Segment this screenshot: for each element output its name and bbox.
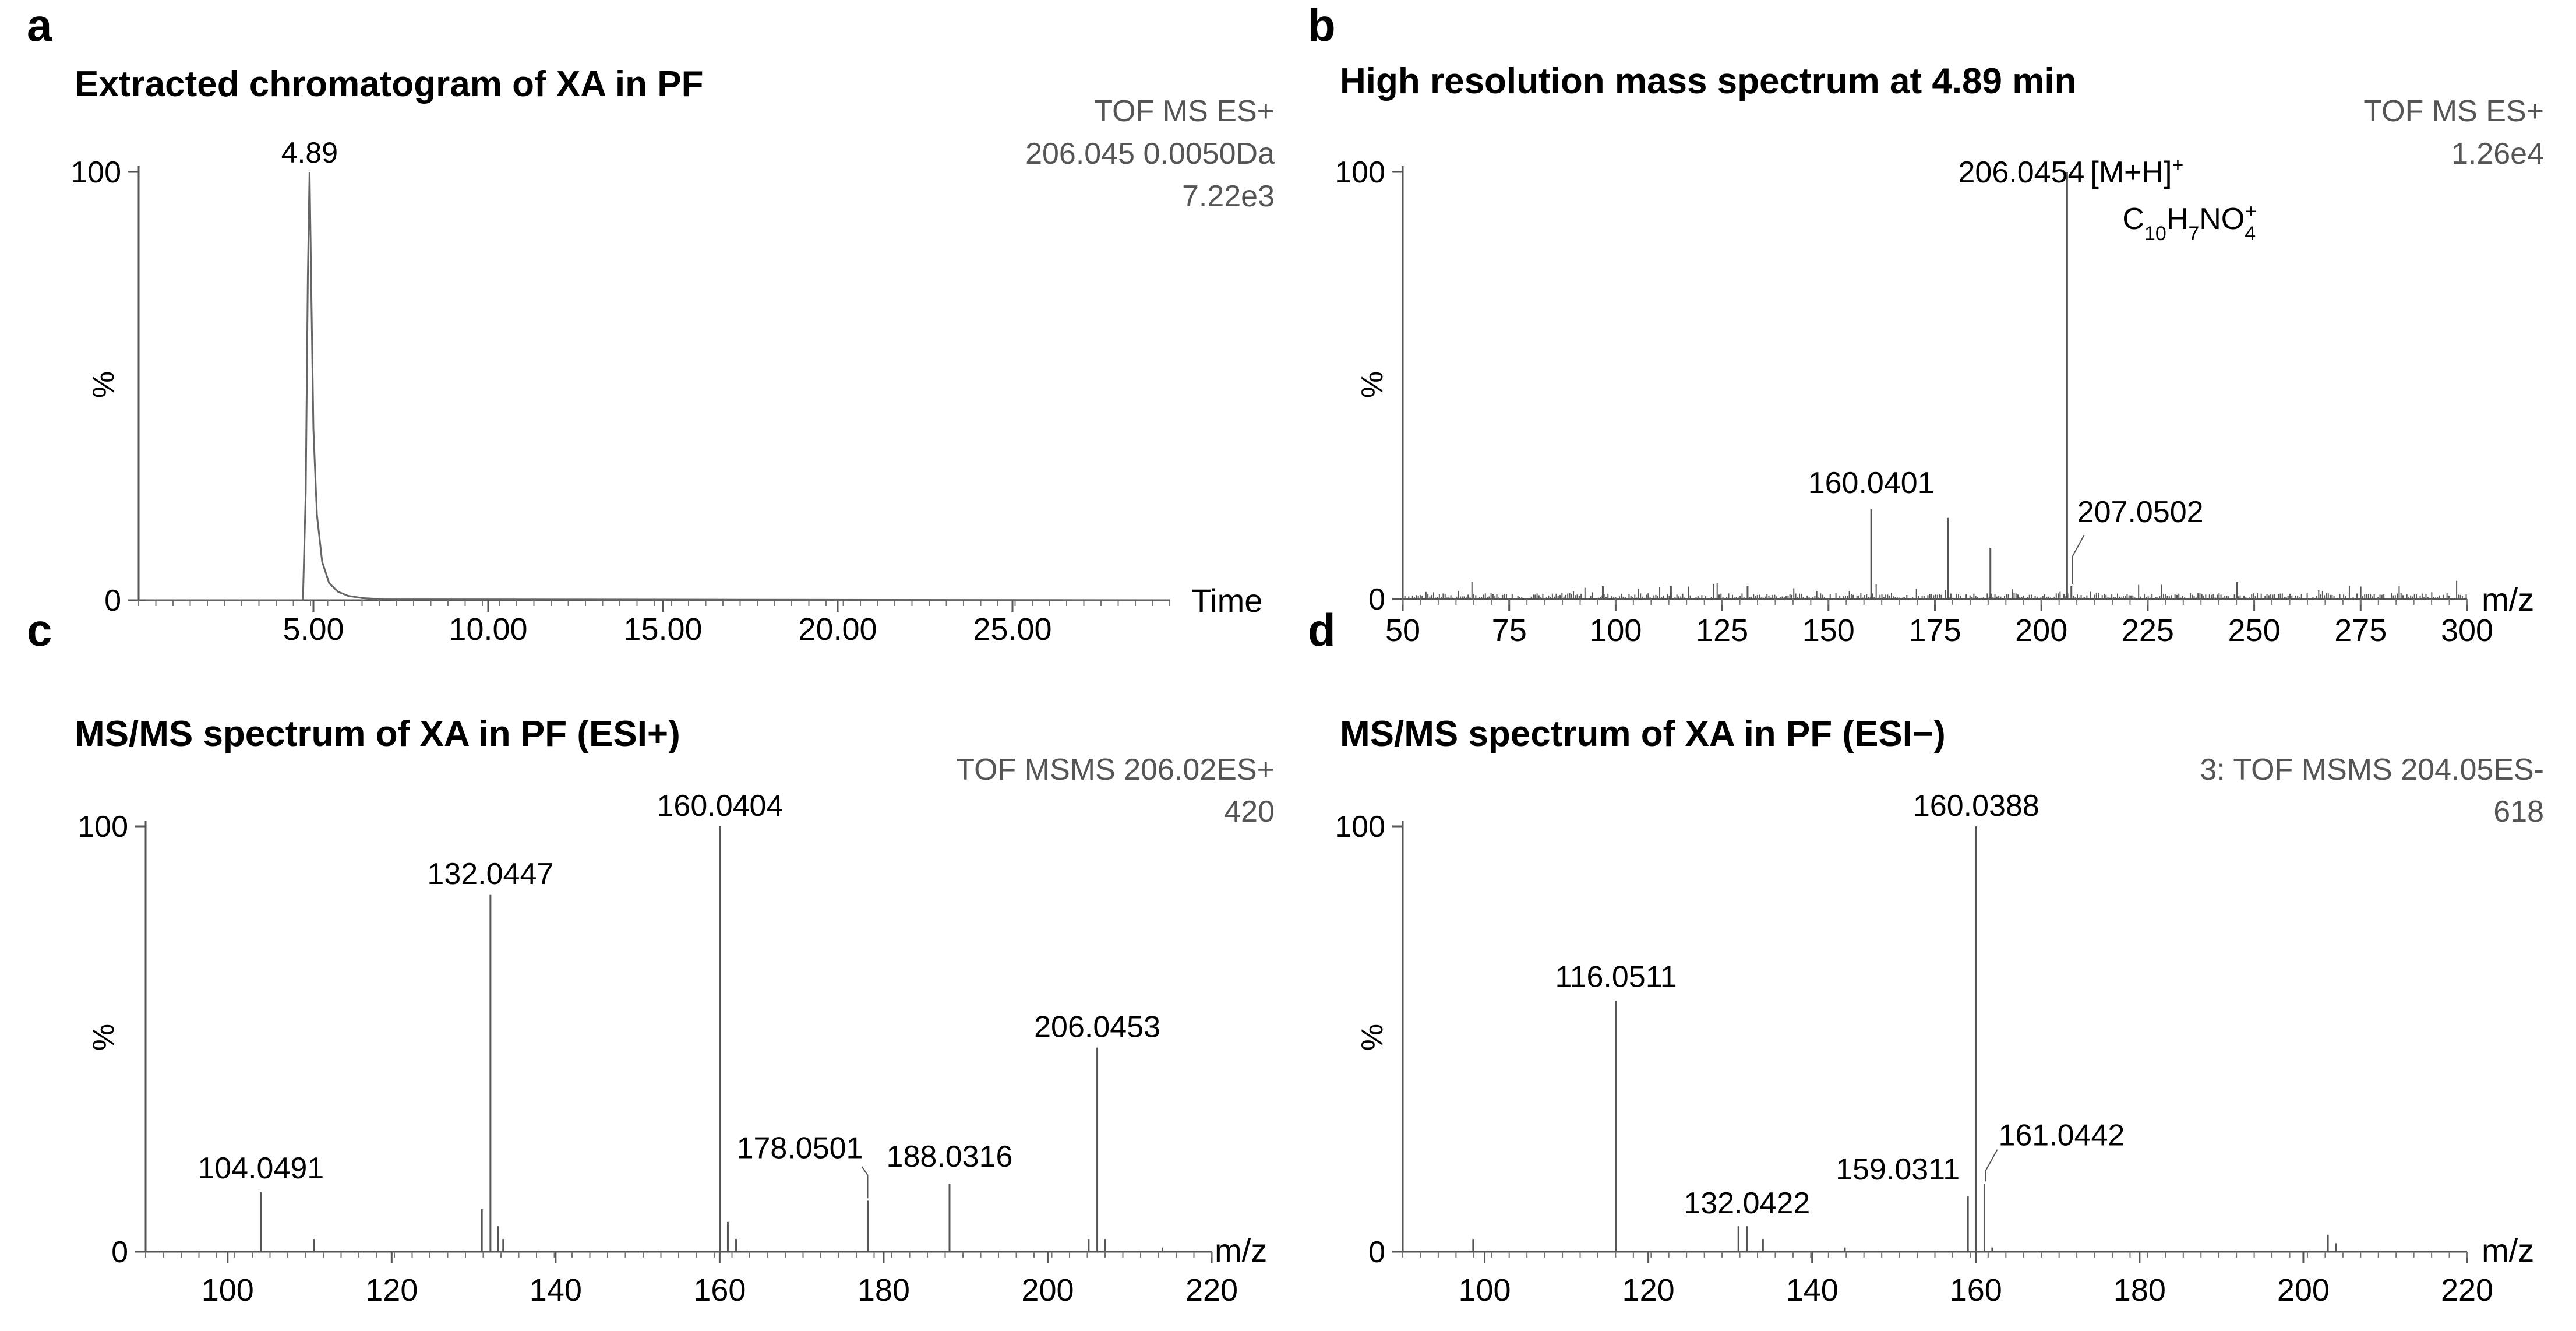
panel-label: c xyxy=(27,604,52,656)
x-tick-label: 100 xyxy=(1458,1273,1511,1308)
chart-info-line: 618 xyxy=(2493,795,2544,829)
leader-line xyxy=(1985,1149,1998,1182)
x-tick-label: 120 xyxy=(1622,1273,1675,1308)
y-tick-label: 100 xyxy=(1335,156,1385,189)
x-tick-label: 20.00 xyxy=(798,612,877,647)
chart-title: MS/MS spectrum of XA in PF (ESI+) xyxy=(75,714,680,754)
chart-info-line: 206.045 0.0050Da xyxy=(1025,137,1275,171)
chromatogram-trace xyxy=(146,171,1170,601)
y-axis-label: % xyxy=(87,371,121,398)
ion-label-text: [M+H] xyxy=(2090,156,2172,189)
y-axis-label: % xyxy=(1356,1024,1389,1051)
peak-label: 207.0502 xyxy=(2077,495,2204,529)
y-tick-label: 100 xyxy=(1335,810,1385,844)
x-axis-label: m/z xyxy=(2482,581,2534,618)
y-tick-label: 0 xyxy=(1368,1235,1385,1269)
chart-info-line: TOF MSMS 206.02ES+ xyxy=(956,753,1275,787)
chart-title: Extracted chromatogram of XA in PF xyxy=(75,64,703,104)
chart-title: MS/MS spectrum of XA in PF (ESI−) xyxy=(1340,714,1946,754)
x-tick-label: 250 xyxy=(2228,613,2281,648)
formula-o-count: 4 xyxy=(2245,223,2256,245)
x-tick-label: 75 xyxy=(1492,613,1527,648)
y-tick-label: 0 xyxy=(1368,583,1385,617)
x-tick-label: 275 xyxy=(2334,613,2387,648)
peak-label: 160.0404 xyxy=(657,789,784,823)
x-tick-label: 10.00 xyxy=(449,612,527,647)
x-tick-label: 200 xyxy=(2015,613,2067,648)
panel-a: a Extracted chromatogram of XA in PF TOF M… xyxy=(27,0,1275,647)
x-tick-label: 220 xyxy=(2441,1273,2493,1308)
x-tick-label: 140 xyxy=(530,1273,582,1308)
formula-label: C10H7NO4+ xyxy=(2122,200,2257,245)
x-tick-label: 160 xyxy=(1950,1273,2002,1308)
formula-h: H xyxy=(2166,202,2189,236)
y-tick-label: 0 xyxy=(104,584,121,618)
x-tick-label: 200 xyxy=(1021,1273,1074,1308)
peak-label: 160.0388 xyxy=(1913,789,2039,823)
chart-title: High resolution mass spectrum at 4.89 mi… xyxy=(1340,61,2076,101)
x-axis-label: Time xyxy=(1191,582,1262,619)
x-tick-label: 150 xyxy=(1802,613,1855,648)
chart-info-line: 1.26e4 xyxy=(2451,137,2544,171)
peak-label: 159.0311 xyxy=(1836,1153,1960,1186)
x-tick-label: 100 xyxy=(202,1273,254,1308)
x-tick-label: 175 xyxy=(1908,613,1961,648)
x-tick-label: 180 xyxy=(858,1273,910,1308)
chart-info-line: 420 xyxy=(1224,795,1275,829)
ion-label: [M+H]+ xyxy=(2090,154,2183,189)
x-tick-label: 5.00 xyxy=(283,612,344,647)
formula-rest: NO xyxy=(2199,202,2245,236)
x-tick-label: 140 xyxy=(1786,1273,1839,1308)
formula-c: C xyxy=(2122,202,2144,236)
panel-label: d xyxy=(1308,604,1336,656)
formula-h-count: 7 xyxy=(2188,223,2199,245)
y-tick-label: 100 xyxy=(70,156,121,189)
x-tick-label: 100 xyxy=(1589,613,1642,648)
x-tick-label: 125 xyxy=(1696,613,1748,648)
panel-label: a xyxy=(27,0,52,51)
peak-label: 132.0447 xyxy=(427,857,553,891)
chart-info-line: 3: TOF MSMS 204.05ES- xyxy=(2200,753,2544,787)
peak-label: 188.0316 xyxy=(887,1140,1013,1174)
peak-label: 116.0511 xyxy=(1555,960,1677,994)
x-tick-label: 120 xyxy=(365,1273,418,1308)
panel-d: d MS/MS spectrum of XA in PF (ESI−) 3: TOF… xyxy=(1308,604,2544,1308)
peak-label: 132.0422 xyxy=(1684,1186,1810,1220)
x-tick-label: 25.00 xyxy=(973,612,1051,647)
formula-charge: + xyxy=(2245,200,2257,223)
y-axis-label: % xyxy=(87,1024,121,1051)
chart-info-line: TOF MS ES+ xyxy=(2363,94,2544,128)
peak-label: 161.0442 xyxy=(1998,1119,2125,1153)
y-axis-label: % xyxy=(1356,371,1389,398)
x-tick-label: 15.00 xyxy=(623,612,702,647)
peak-label: 160.0401 xyxy=(1808,466,1935,500)
peak-label: 206.0453 xyxy=(1034,1010,1160,1044)
chart-info-line: 7.22e3 xyxy=(1182,179,1275,213)
ion-label-charge: + xyxy=(2172,154,2184,176)
x-tick-label: 180 xyxy=(2113,1273,2166,1308)
peak-label: 4.89 xyxy=(281,136,338,169)
x-tick-label: 160 xyxy=(693,1273,746,1308)
formula-c-count: 10 xyxy=(2144,223,2166,245)
peak-label: 104.0491 xyxy=(197,1152,324,1185)
x-axis-label: m/z xyxy=(2482,1232,2534,1269)
x-tick-label: 300 xyxy=(2441,613,2493,648)
chart-info-line: TOF MS ES+ xyxy=(1094,94,1275,128)
leader-line xyxy=(861,1166,869,1199)
y-tick-label: 0 xyxy=(111,1235,128,1269)
x-tick-label: 225 xyxy=(2122,613,2174,648)
panel-label: b xyxy=(1308,0,1336,51)
y-tick-label: 100 xyxy=(77,810,128,844)
peak-label: 178.0501 xyxy=(737,1131,863,1165)
x-tick-label: 200 xyxy=(2277,1273,2330,1308)
leader-line xyxy=(2072,534,2085,584)
x-tick-label: 220 xyxy=(1185,1273,1238,1308)
x-tick-label: 50 xyxy=(1385,613,1420,648)
x-axis-label: m/z xyxy=(1215,1232,1267,1269)
peak-label: 206.0454 xyxy=(1958,156,2084,189)
panel-c: c MS/MS spectrum of XA in PF (ESI+) TOF MS… xyxy=(27,604,1275,1308)
